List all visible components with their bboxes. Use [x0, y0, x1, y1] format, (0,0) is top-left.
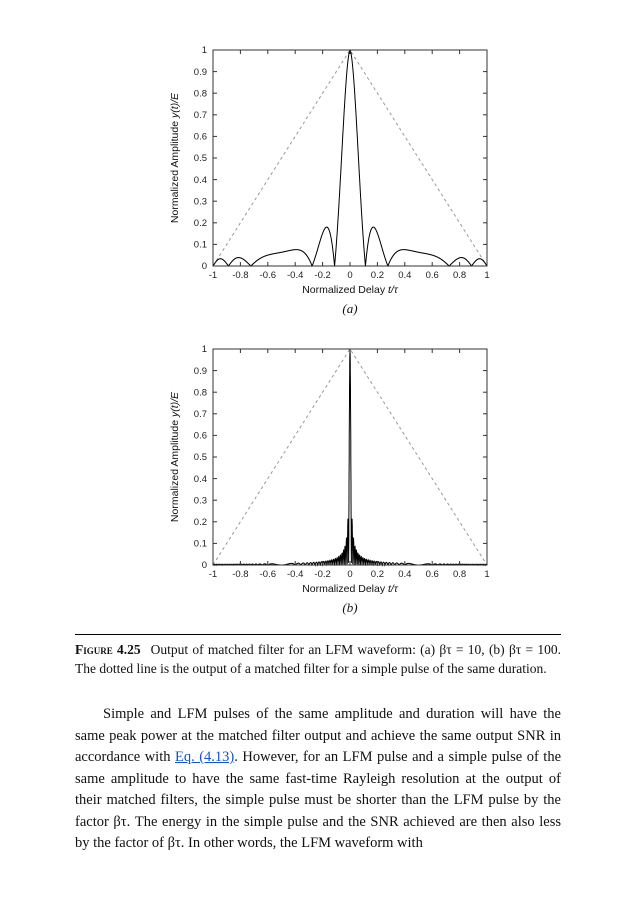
axes-box — [212, 49, 488, 267]
figure-4-25: -1 -0.8 -0.6 -0.4 -0.2 0 0.2 0.4 0.6 0.8 1 0 0.1 0.2 0… — [165, 42, 636, 622]
y-tick-label: 0.1 — [194, 240, 207, 251]
simple-pulse-matched-filter-output — [212, 348, 488, 566]
y-axis-label: Normalized Amplitude y(t)/E — [169, 391, 181, 522]
y-tick-label: 0.8 — [194, 387, 207, 398]
x-tick-label: -0.8 — [232, 569, 248, 580]
x-tick-label: 0.4 — [398, 569, 411, 580]
y-tick-label: 0.9 — [194, 67, 207, 78]
y-tick-label: 0.5 — [194, 153, 207, 164]
plot-b-canvas: -1 -0.8 -0.6 -0.4 -0.2 0 0.2 0.4 0.6 0.8 1 0 0.1 0.2 0… — [169, 344, 490, 615]
y-tick-label: 0.3 — [194, 196, 207, 207]
figure-caption-label: Figure 4.25 — [75, 642, 141, 657]
x-tick-label: -0.6 — [260, 569, 276, 580]
y-tick-label: 0.4 — [194, 474, 207, 485]
y-tick-label: 0 — [202, 560, 207, 571]
x-tick-label: -1 — [209, 569, 217, 580]
x-tick-label: 0.4 — [398, 270, 411, 281]
y-tick-label: 0.6 — [194, 132, 207, 143]
lfm-matched-filter-output — [212, 49, 488, 268]
x-tick-label: -0.6 — [260, 270, 276, 281]
y-tick-label: 0.9 — [194, 366, 207, 377]
x-tick-label: 1 — [484, 569, 489, 580]
x-tick-label: -0.4 — [287, 569, 303, 580]
subfigure-label: (a) — [342, 301, 357, 316]
y-tick-label: 0.5 — [194, 452, 207, 463]
x-tick-label: 0 — [347, 569, 352, 580]
y-tick-label: 0.4 — [194, 175, 207, 186]
x-tick-label: -0.2 — [314, 270, 330, 281]
x-axis-label: Normalized Delay t/τ — [302, 583, 399, 595]
y-tick-label: 0.2 — [194, 218, 207, 229]
x-tick-label: -0.4 — [287, 270, 303, 281]
plot-a: -1 -0.8 -0.6 -0.4 -0.2 0 0.2 0.4 0.6 0.8 1 0 0.1 0.2 0… — [165, 42, 636, 323]
y-tick-label: 0 — [202, 261, 207, 272]
simple-pulse-matched-filter-output — [212, 49, 488, 267]
body-text-before-link: Simple and LFM pulses of the same amplit… — [75, 706, 561, 766]
y-axis-label: Normalized Amplitude y(t)/E — [169, 92, 181, 223]
x-tick-label: 0.6 — [426, 270, 439, 281]
x-tick-label: 0 — [347, 270, 352, 281]
figure-caption-text: Output of matched filter for an LFM wave… — [75, 642, 561, 677]
x-tick-label: -1 — [209, 270, 217, 281]
y-tick-label: 0.2 — [194, 517, 207, 528]
plot-a-canvas: -1 -0.8 -0.6 -0.4 -0.2 0 0.2 0.4 0.6 0.8 1 0 0.1 0.2 0… — [169, 45, 490, 316]
subfigure-label: (b) — [342, 600, 357, 615]
x-tick-label: 0.6 — [426, 569, 439, 580]
eq-4-13-link[interactable]: Eq. (4.13) — [174, 749, 235, 766]
y-tick-label: 1 — [202, 344, 207, 355]
body-text-after-link: . However, for an LFM pulse and a simple… — [75, 749, 562, 852]
lfm-matched-filter-output — [212, 348, 488, 567]
x-tick-label: 0.2 — [371, 569, 384, 580]
y-tick-label: 1 — [202, 45, 207, 56]
y-tick-label: 0.3 — [194, 495, 207, 506]
x-tick-label: 0.8 — [453, 569, 466, 580]
x-tick-label: 0.8 — [453, 270, 466, 281]
x-tick-label: 0.2 — [371, 270, 384, 281]
figure-caption: Figure 4.25 Output of matched filter for … — [75, 640, 561, 678]
y-tick-label: 0.6 — [194, 431, 207, 442]
y-tick-label: 0.8 — [194, 88, 207, 99]
y-tick-label: 0.7 — [194, 409, 207, 420]
x-tick-label: -0.8 — [232, 270, 248, 281]
x-tick-label: -0.2 — [314, 569, 330, 580]
y-tick-label: 0.7 — [194, 110, 207, 121]
x-axis-label: Normalized Delay t/τ — [302, 284, 399, 296]
y-tick-label: 0.1 — [194, 539, 207, 550]
body-paragraph: Simple and LFM pulses of the same amplit… — [75, 704, 561, 854]
caption-rule — [75, 634, 561, 635]
x-tick-label: 1 — [484, 270, 489, 281]
plot-b: -1 -0.8 -0.6 -0.4 -0.2 0 0.2 0.4 0.6 0.8 1 0 0.1 0.2 0… — [165, 341, 636, 622]
